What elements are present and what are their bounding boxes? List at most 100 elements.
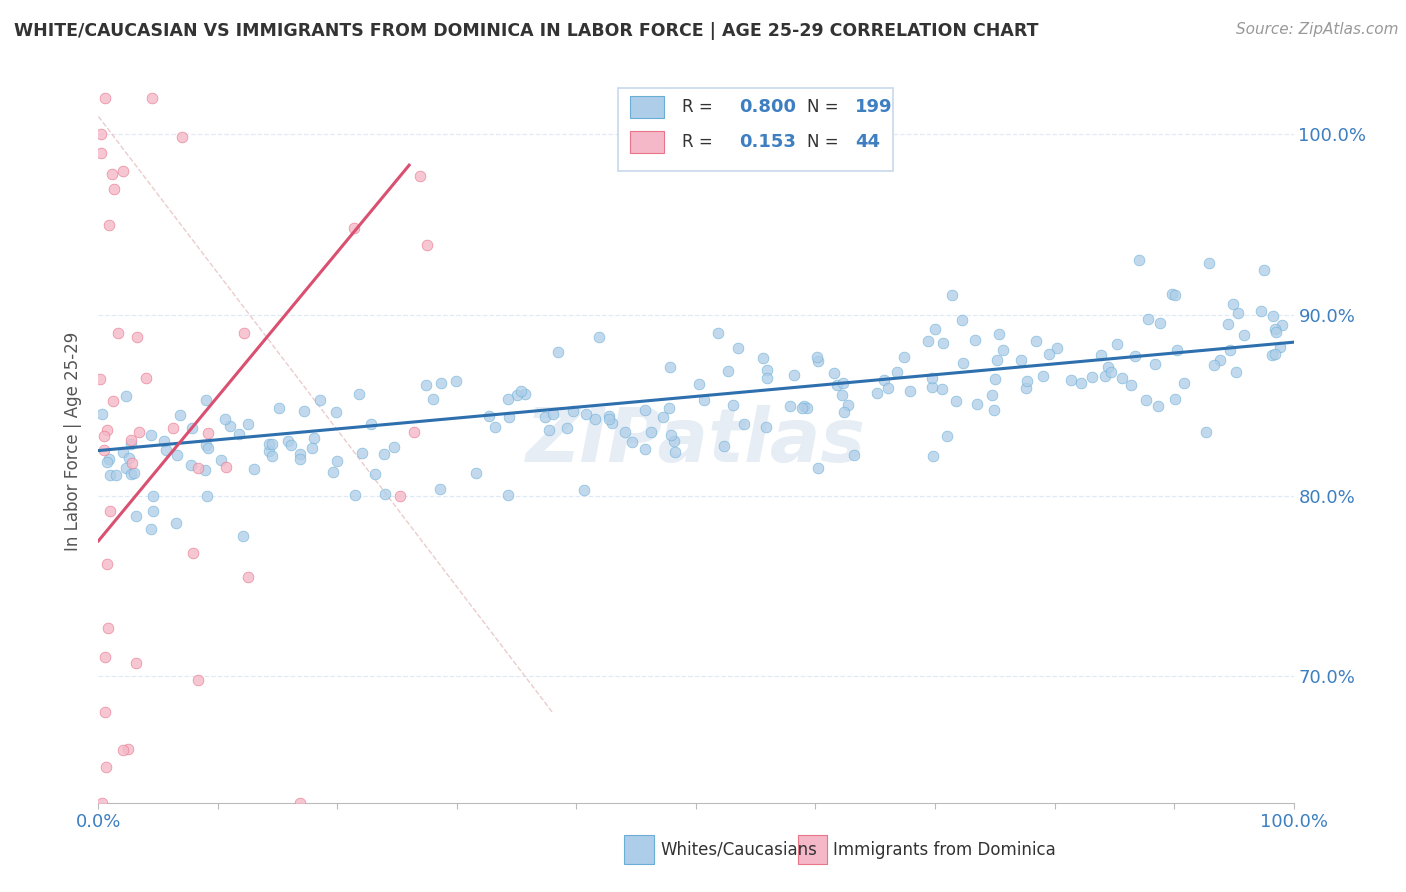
Point: [1136, 312, 1159, 326]
Point: [142, 504, 165, 518]
Point: [103, 181, 125, 195]
Bar: [630, 131, 664, 153]
Point: [600, 416, 623, 430]
Point: [214, 412, 236, 426]
Point: [350, 446, 373, 460]
Point: [1081, 369, 1104, 384]
Point: [721, 398, 744, 412]
Point: [94, 91, 117, 105]
Point: [806, 350, 828, 364]
Point: [96, 558, 118, 572]
Point: [755, 371, 778, 385]
Point: [115, 389, 138, 403]
Point: [1253, 262, 1275, 277]
Point: [966, 397, 988, 411]
Point: [280, 438, 302, 452]
Point: [931, 382, 953, 396]
Text: Source: ZipAtlas.com: Source: ZipAtlas.com: [1236, 22, 1399, 37]
Point: [755, 363, 778, 377]
Point: [429, 482, 451, 496]
Point: [98, 504, 121, 518]
Point: [1111, 370, 1133, 384]
Point: [1219, 343, 1241, 357]
Point: [416, 237, 439, 252]
Point: [415, 378, 437, 392]
Bar: [630, 96, 664, 118]
Point: [727, 342, 749, 356]
Point: [515, 387, 537, 401]
Point: [111, 743, 134, 757]
Point: [1166, 343, 1188, 358]
Point: [1099, 365, 1122, 379]
Point: [534, 409, 557, 424]
Point: [155, 443, 177, 458]
Point: [945, 393, 967, 408]
Point: [1260, 348, 1282, 362]
Point: [120, 436, 142, 450]
Point: [91, 407, 114, 421]
Point: [917, 334, 939, 349]
Point: [575, 408, 598, 422]
Point: [215, 460, 238, 475]
Point: [693, 392, 716, 407]
Point: [478, 409, 501, 424]
Point: [96, 423, 118, 437]
Point: [91, 796, 114, 810]
Text: 0.153: 0.153: [740, 133, 796, 151]
Point: [169, 409, 191, 423]
Point: [374, 486, 396, 500]
Point: [1164, 392, 1187, 406]
Point: [382, 440, 405, 454]
Point: [792, 401, 814, 416]
Point: [658, 401, 681, 416]
Point: [1038, 346, 1060, 360]
Point: [98, 218, 121, 232]
Point: [484, 420, 506, 434]
Point: [832, 376, 855, 390]
Point: [1264, 325, 1286, 339]
Point: [921, 371, 943, 385]
Point: [1119, 378, 1142, 392]
Point: [142, 489, 165, 503]
Point: [128, 425, 150, 439]
Point: [120, 467, 142, 482]
Point: [389, 489, 412, 503]
Point: [104, 467, 127, 482]
Text: N =: N =: [807, 133, 839, 151]
Point: [779, 400, 801, 414]
Point: [983, 403, 1005, 417]
Point: [755, 419, 778, 434]
Point: [664, 445, 686, 459]
Point: [706, 326, 728, 341]
Text: R =: R =: [682, 133, 717, 151]
FancyBboxPatch shape: [619, 87, 893, 170]
Point: [952, 355, 974, 369]
Point: [598, 409, 620, 424]
Text: 199: 199: [855, 98, 893, 116]
Point: [257, 437, 280, 451]
Point: [506, 388, 529, 402]
Point: [187, 673, 209, 687]
Point: [1202, 359, 1225, 373]
Point: [796, 401, 818, 415]
Point: [93, 442, 115, 457]
Point: [588, 330, 610, 344]
Text: 0.800: 0.800: [740, 98, 796, 116]
Point: [166, 448, 188, 462]
Point: [1010, 353, 1032, 368]
Point: [181, 421, 204, 435]
Point: [921, 380, 943, 394]
Point: [101, 394, 124, 409]
Point: [837, 398, 859, 412]
Point: [96, 455, 118, 469]
Point: [807, 461, 830, 475]
Point: [94, 650, 117, 665]
Point: [94, 706, 117, 720]
Text: WHITE/CAUCASIAN VS IMMIGRANTS FROM DOMINICA IN LABOR FORCE | AGE 25-29 CORRELATI: WHITE/CAUCASIAN VS IMMIGRANTS FROM DOMIN…: [14, 22, 1039, 40]
Point: [659, 359, 682, 374]
Point: [984, 372, 1007, 386]
Point: [260, 436, 283, 450]
Point: [242, 462, 264, 476]
Point: [236, 417, 259, 431]
Point: [301, 441, 323, 455]
